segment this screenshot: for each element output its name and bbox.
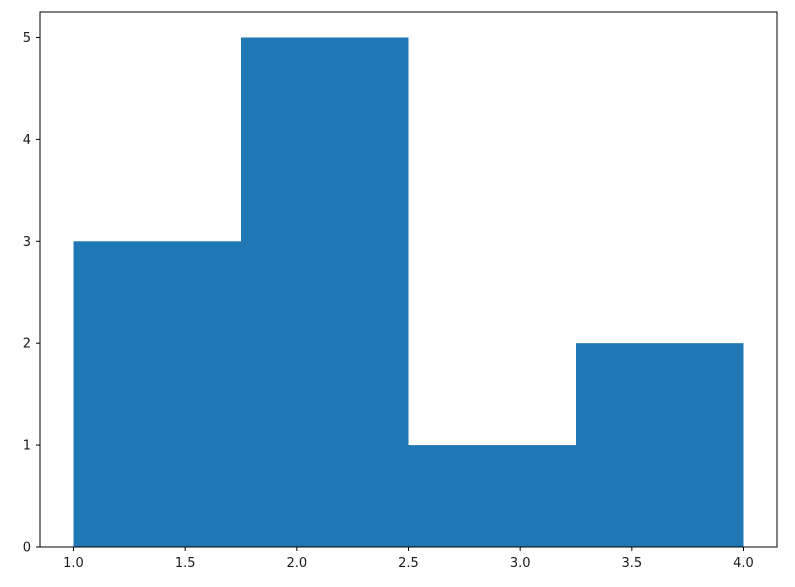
bars-group <box>73 37 744 548</box>
x-tick-label: 2.0 <box>286 556 307 571</box>
x-tick-label: 2.5 <box>398 556 419 571</box>
y-tick-label: 2 <box>23 337 31 352</box>
x-tick-label: 4.0 <box>733 556 754 571</box>
axes-group: 1.0 1.5 2.0 2.5 3.0 3.5 4.0 0 1 2 3 4 5 <box>23 11 778 571</box>
histogram-bar <box>408 445 576 547</box>
y-tick-label: 0 <box>23 541 31 556</box>
y-tick-label: 1 <box>23 439 31 454</box>
y-tick-label: 3 <box>23 235 31 250</box>
histogram-bar <box>241 37 409 547</box>
x-tick-label: 1.0 <box>63 556 84 571</box>
y-tick-label: 5 <box>23 31 31 46</box>
histogram-bar <box>576 343 744 547</box>
histogram-bar <box>73 241 241 548</box>
x-tick-label: 3.5 <box>621 556 642 571</box>
y-tick-label: 4 <box>23 133 31 148</box>
x-tick-label: 1.5 <box>175 556 196 571</box>
x-tick-label: 3.0 <box>510 556 531 571</box>
